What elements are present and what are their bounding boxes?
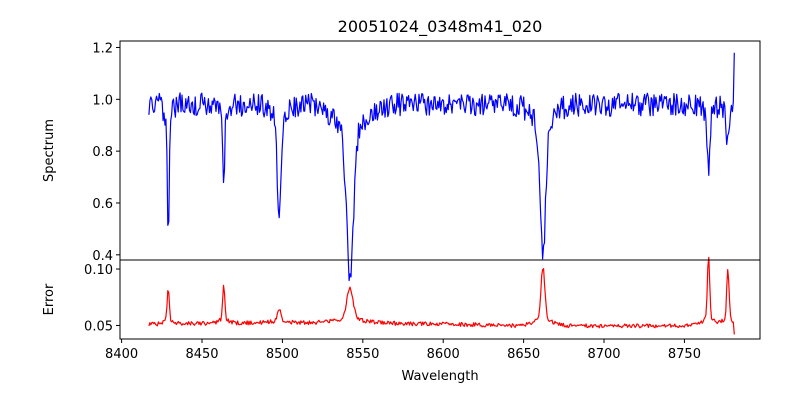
x-axis-ticks: 8400 8450 8500 8550 8600 8650 8700 8750 [105, 339, 701, 362]
x-tick-label: 8600 [427, 347, 460, 362]
spectrum-y-tick-label: 1.2 [92, 41, 113, 56]
error-y-axis-label: Error [42, 283, 57, 315]
x-axis-label: Wavelength [401, 369, 478, 384]
x-tick-label: 8750 [668, 347, 701, 362]
x-tick-label: 8700 [587, 347, 620, 362]
spectrum-series-line [148, 52, 735, 282]
spectrum-y-tick-label: 1.0 [92, 93, 113, 108]
x-tick-label: 8500 [266, 347, 299, 362]
error-y-axis-ticks: 0.05 0.10 [84, 263, 120, 334]
error-y-tick-label: 0.05 [84, 319, 113, 334]
spectrum-y-axis-label: Spectrum [42, 119, 57, 182]
error-axes-frame [119, 259, 761, 340]
chart-title: 20051024_0348m41_020 [338, 17, 543, 37]
x-tick-label: 8650 [507, 347, 540, 362]
spectrum-panel: 0.4 0.6 0.8 1.0 1.2 Spectrum [42, 40, 761, 282]
spectrum-axes-frame [119, 40, 761, 261]
x-tick-label: 8450 [185, 347, 218, 362]
spectrum-y-tick-label: 0.8 [92, 145, 113, 160]
x-tick-label: 8400 [105, 347, 138, 362]
x-tick-label: 8550 [346, 347, 379, 362]
error-y-tick-label: 0.10 [84, 263, 113, 278]
spectrum-y-tick-label: 0.6 [92, 197, 113, 212]
spectrum-y-axis-ticks: 0.4 0.6 0.8 1.0 1.2 [92, 41, 120, 264]
error-series-line [148, 256, 735, 335]
spectrum-y-tick-label: 0.4 [92, 249, 113, 264]
error-panel: 0.05 0.10 8400 8450 8500 8550 8600 8650 8700 875… [42, 256, 761, 384]
